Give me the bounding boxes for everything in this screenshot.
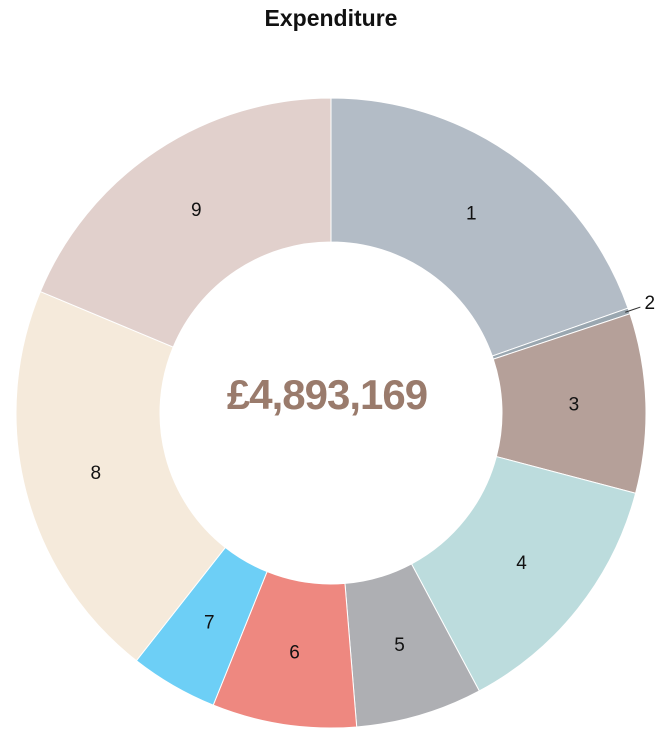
donut-segment (15, 290, 227, 662)
segment-label: 2 (645, 293, 656, 314)
segment-label: 6 (289, 642, 300, 663)
segment-label: 5 (394, 635, 405, 656)
segment-label: 7 (204, 612, 215, 633)
segment-label: 3 (569, 394, 580, 415)
segment-label: 1 (466, 204, 477, 225)
chart-title: Expenditure (265, 5, 398, 31)
segment-label: 4 (516, 553, 527, 574)
center-label: £4,893,169 (227, 371, 427, 418)
segment-label: 8 (91, 463, 102, 484)
leader-line (625, 306, 641, 313)
donut-segment (39, 97, 332, 348)
donut (15, 97, 647, 729)
segment-label: 9 (191, 200, 202, 221)
donut-segment (330, 97, 629, 357)
donut-segment (410, 455, 637, 692)
